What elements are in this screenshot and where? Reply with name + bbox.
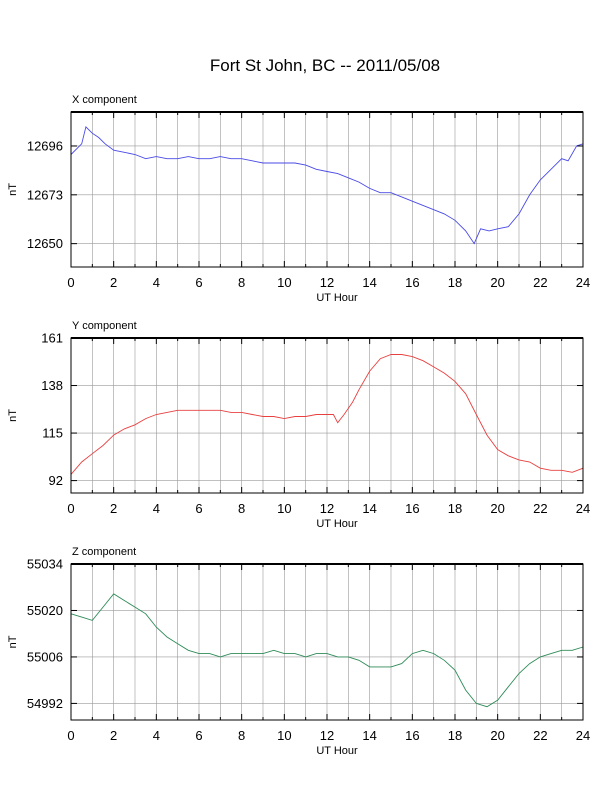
series-line bbox=[70, 593, 584, 708]
x-tick-label: 2 bbox=[110, 275, 117, 290]
x-tick-label: 24 bbox=[576, 275, 590, 290]
y-axis-label: nT bbox=[7, 635, 19, 648]
x-axis-label: UT Hour bbox=[316, 292, 358, 304]
x-axis-label: UT Hour bbox=[316, 518, 358, 530]
x-tick-label: 2 bbox=[110, 728, 117, 743]
x-tick-label: 12 bbox=[320, 275, 334, 290]
x-tick-label: 6 bbox=[195, 275, 202, 290]
x-tick-label: 20 bbox=[490, 501, 504, 516]
y-tick-label: 54992 bbox=[27, 696, 63, 711]
x-tick-label: 10 bbox=[277, 728, 291, 743]
series-line bbox=[70, 354, 584, 475]
x-tick-label: 6 bbox=[195, 728, 202, 743]
x-tick-label: 0 bbox=[67, 275, 74, 290]
series-line bbox=[70, 126, 584, 245]
x-tick-label: 16 bbox=[405, 275, 419, 290]
x-tick-label: 4 bbox=[153, 275, 160, 290]
x-tick-label: 14 bbox=[362, 501, 376, 516]
x-tick-label: 18 bbox=[448, 501, 462, 516]
x-tick-label: 20 bbox=[490, 275, 504, 290]
x-tick-label: 24 bbox=[576, 501, 590, 516]
x-tick-label: 18 bbox=[448, 275, 462, 290]
y-tick-label: 12673 bbox=[27, 187, 63, 202]
y-tick-label: 161 bbox=[41, 331, 63, 346]
x-tick-label: 4 bbox=[153, 501, 160, 516]
x-tick-label: 8 bbox=[238, 501, 245, 516]
y-axis-label: nT bbox=[7, 183, 19, 196]
x-tick-label: 8 bbox=[238, 728, 245, 743]
y-tick-label: 55034 bbox=[27, 557, 63, 572]
x-tick-label: 0 bbox=[67, 501, 74, 516]
panel-label: X component bbox=[72, 94, 137, 106]
y-tick-label: 55020 bbox=[27, 603, 63, 618]
panel-label: Z component bbox=[72, 546, 136, 558]
y-axis-label: nT bbox=[7, 409, 19, 422]
x-tick-label: 16 bbox=[405, 728, 419, 743]
x-tick-label: 12 bbox=[320, 728, 334, 743]
x-tick-label: 6 bbox=[195, 501, 202, 516]
x-tick-label: 10 bbox=[277, 275, 291, 290]
panel-2: 0 2 4 6 8 10 12 14 16 18 20 22 245499255006550205503… bbox=[7, 546, 590, 757]
x-tick-label: 12 bbox=[320, 501, 334, 516]
x-tick-label: 8 bbox=[238, 275, 245, 290]
x-tick-label: 20 bbox=[490, 728, 504, 743]
x-tick-label: 22 bbox=[533, 501, 547, 516]
x-tick-label: 4 bbox=[153, 728, 160, 743]
x-tick-label: 22 bbox=[533, 275, 547, 290]
x-tick-label: 14 bbox=[362, 728, 376, 743]
x-tick-label: 22 bbox=[533, 728, 547, 743]
x-tick-label: 0 bbox=[67, 728, 74, 743]
y-tick-label: 55006 bbox=[27, 649, 63, 664]
y-tick-label: 12650 bbox=[27, 236, 63, 251]
x-tick-label: 10 bbox=[277, 501, 291, 516]
x-axis-label: UT Hour bbox=[316, 745, 358, 757]
y-tick-label: 12696 bbox=[27, 138, 63, 153]
y-tick-label: 138 bbox=[41, 378, 63, 393]
x-tick-label: 14 bbox=[362, 275, 376, 290]
x-tick-label: 2 bbox=[110, 501, 117, 516]
page-title: Fort St John, BC -- 2011/05/08 bbox=[209, 56, 441, 75]
y-tick-label: 115 bbox=[42, 426, 63, 441]
panel-label: Y component bbox=[72, 320, 137, 332]
y-tick-label: 92 bbox=[49, 473, 63, 488]
x-tick-label: 18 bbox=[448, 728, 462, 743]
x-tick-label: 24 bbox=[576, 728, 590, 743]
x-tick-label: 16 bbox=[405, 501, 419, 516]
